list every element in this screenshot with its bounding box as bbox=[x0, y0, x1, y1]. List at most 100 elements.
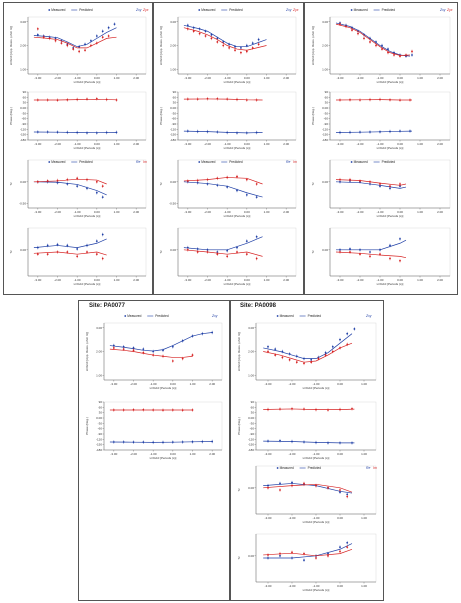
series-line-predicted bbox=[183, 27, 267, 51]
x-tick-label: -2.00 bbox=[204, 210, 211, 214]
legend-label-measured: Measured bbox=[354, 160, 368, 164]
y-tick-label: 30 bbox=[173, 101, 177, 105]
x-tick-label: -1.00 bbox=[224, 210, 231, 214]
x-tick-label: 1.00 bbox=[114, 278, 120, 282]
data-point-measured bbox=[381, 48, 383, 50]
x-tick-label: -3.00 bbox=[337, 76, 344, 80]
x-tick-label: 2.00 bbox=[437, 76, 443, 80]
series-line-predicted bbox=[183, 177, 263, 185]
series-line-predicted bbox=[183, 181, 263, 198]
x-axis-title: LOG10 [Periods (s)] bbox=[377, 80, 404, 84]
x-tick-label: 0.00 bbox=[337, 584, 343, 588]
x-tick-label: 1.00 bbox=[417, 142, 423, 146]
legend-label-predicted: Predicted bbox=[308, 466, 322, 470]
x-tick-label: 2.00 bbox=[133, 210, 139, 214]
series-line-predicted bbox=[33, 98, 117, 101]
x-axis-title: LOG10 [Periods (s)] bbox=[303, 588, 330, 592]
chart-site3-tzx: -3.00 -2.00 -1.00 0.00 1.00 2.00 LOG10 [Period… bbox=[311, 159, 451, 218]
data-point-measured bbox=[399, 185, 401, 188]
data-point-measured bbox=[279, 482, 281, 485]
y-tick-label: 0.00 bbox=[170, 248, 176, 252]
x-tick-label: 1.00 bbox=[417, 278, 423, 282]
x-tick-label: 2.00 bbox=[283, 76, 289, 80]
x-tick-label: 0.00 bbox=[170, 452, 176, 456]
data-point-measured bbox=[107, 35, 110, 37]
data-point-measured bbox=[216, 37, 219, 40]
y-tick-label: 2.00 bbox=[96, 350, 102, 354]
x-tick-label: -3.00 bbox=[337, 278, 344, 282]
x-tick-label: -1.00 bbox=[377, 142, 384, 146]
x-tick-label: 0.00 bbox=[397, 278, 403, 282]
data-point-measured bbox=[66, 44, 69, 47]
y-tick-label: 0.00 bbox=[20, 248, 26, 252]
chart-site1-rho: -3.00 -2.00 -1.00 0.00 1.00 2.00 LOG10 [Period… bbox=[9, 8, 149, 84]
x-axis-title: LOG10 [Periods (s)] bbox=[377, 214, 404, 218]
data-point-measured bbox=[369, 41, 371, 43]
x-axis-title: LOG10 [Periods (s)] bbox=[377, 282, 404, 286]
x-tick-label: 2.00 bbox=[437, 278, 443, 282]
y-tick-label: 90 bbox=[99, 400, 103, 404]
data-point-measured bbox=[349, 248, 351, 250]
data-point-measured bbox=[315, 557, 317, 559]
data-point-measured bbox=[101, 30, 104, 33]
data-point-measured bbox=[76, 248, 79, 250]
data-point-measured bbox=[251, 42, 254, 45]
y-tick-label: -120 bbox=[322, 127, 328, 131]
component-tag: Zxy bbox=[285, 8, 292, 12]
y-tick-label: -150 bbox=[322, 133, 328, 137]
data-point-measured bbox=[101, 196, 104, 198]
x-tick-label: -1.00 bbox=[74, 142, 81, 146]
x-tick-label: -1.00 bbox=[313, 516, 320, 520]
legend-label-predicted: Predicted bbox=[308, 314, 322, 318]
y-tick-label: -150 bbox=[248, 443, 254, 447]
data-point-measured bbox=[274, 348, 277, 351]
site-frame-3 bbox=[304, 2, 458, 295]
component-tag: Zyx bbox=[292, 8, 299, 12]
legend-label-measured: Measured bbox=[280, 466, 294, 470]
data-point-measured bbox=[339, 338, 341, 341]
data-point-measured bbox=[255, 196, 258, 198]
legend-label-predicted: Predicted bbox=[155, 314, 169, 318]
y-tick-label: 60 bbox=[173, 95, 177, 99]
plot-area bbox=[255, 322, 377, 381]
series-line-predicted bbox=[263, 333, 353, 359]
data-point-measured bbox=[107, 26, 110, 29]
series-line-predicted bbox=[183, 249, 263, 257]
x-tick-label: 0.00 bbox=[244, 210, 250, 214]
data-point-measured bbox=[115, 131, 118, 134]
component-tag: Im bbox=[143, 160, 147, 164]
data-point-measured bbox=[255, 257, 258, 260]
series-line-predicted bbox=[33, 36, 117, 49]
legend-label-measured: Measured bbox=[280, 314, 294, 318]
y-tick-label: 60 bbox=[99, 405, 103, 409]
data-point-measured bbox=[36, 253, 39, 256]
y-tick-label: 0.00 bbox=[170, 106, 176, 110]
y-tick-label: 30 bbox=[99, 411, 103, 415]
legend-label-predicted: Predicted bbox=[229, 160, 243, 164]
y-tick-label: 0.00 bbox=[96, 416, 102, 420]
legend-marker-measured bbox=[276, 315, 279, 317]
data-point-measured bbox=[54, 39, 57, 42]
component-tag: Zxy bbox=[135, 8, 142, 12]
y-tick-label: -0.50 bbox=[169, 202, 176, 206]
data-point-measured bbox=[359, 253, 361, 256]
legend-marker-measured bbox=[350, 9, 353, 11]
plot-area bbox=[177, 159, 297, 209]
y-tick-label: 1.00 bbox=[248, 373, 254, 377]
data-point-measured bbox=[222, 44, 225, 47]
y-tick-label: 30 bbox=[23, 101, 27, 105]
x-tick-label: -3.00 bbox=[110, 382, 117, 386]
legend-label-predicted: Predicted bbox=[79, 8, 93, 12]
x-tick-label: -3.00 bbox=[265, 452, 272, 456]
data-point-measured bbox=[331, 345, 334, 348]
x-tick-label: 2.00 bbox=[133, 278, 139, 282]
x-tick-label: 1.00 bbox=[190, 382, 196, 386]
data-point-measured bbox=[346, 541, 349, 544]
x-tick-label: 1.00 bbox=[417, 76, 423, 80]
series-line-predicted bbox=[263, 548, 353, 557]
data-point-measured bbox=[375, 44, 377, 47]
data-point-measured bbox=[324, 354, 327, 356]
data-point-measured bbox=[393, 54, 395, 56]
data-point-measured bbox=[192, 30, 195, 33]
data-point-measured bbox=[101, 233, 104, 236]
